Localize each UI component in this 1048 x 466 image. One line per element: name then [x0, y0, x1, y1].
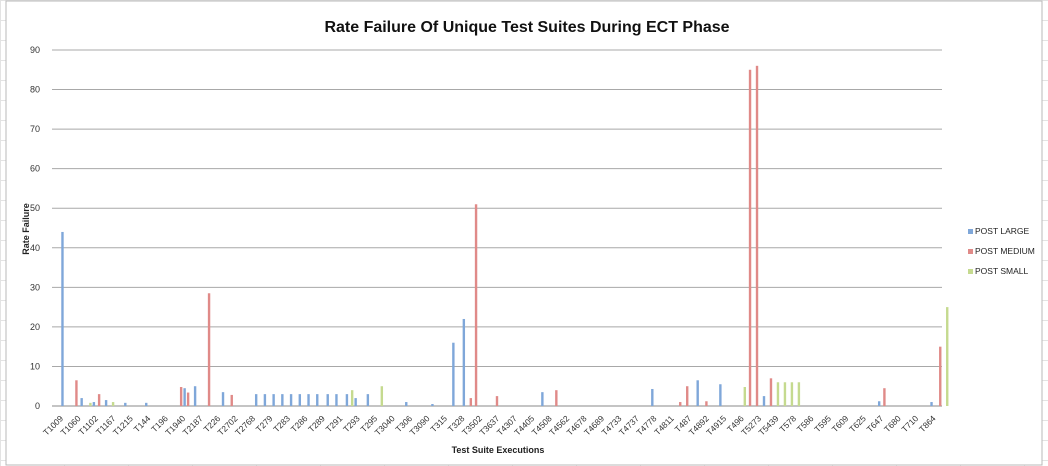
legend-swatch — [968, 249, 973, 254]
chart-title: Rate Failure Of Unique Test Suites Durin… — [324, 19, 729, 36]
bar — [92, 402, 96, 406]
bar — [696, 380, 699, 406]
bar — [183, 388, 186, 406]
bar — [748, 69, 752, 407]
bar — [221, 392, 225, 406]
bar — [946, 307, 949, 406]
bar — [776, 382, 780, 406]
bar — [230, 394, 233, 406]
y-tick-label: 70 — [30, 124, 40, 134]
bar — [354, 398, 357, 406]
bar — [495, 396, 499, 406]
bar — [281, 394, 284, 406]
bar — [877, 401, 881, 406]
bar — [405, 402, 408, 406]
bar — [769, 378, 773, 406]
bar — [555, 390, 558, 406]
bar — [326, 394, 329, 406]
y-axis-ticks: 0 10 20 30 40 50 60 70 80 90 — [30, 45, 40, 411]
x-axis-title: Test Suite Executions — [452, 445, 545, 455]
bar — [104, 400, 108, 406]
bar — [790, 382, 794, 406]
bar — [80, 398, 83, 406]
y-tick-label: 30 — [30, 282, 40, 292]
bar — [431, 404, 434, 406]
y-tick-label: 80 — [30, 85, 40, 95]
bar — [145, 402, 148, 406]
bar — [124, 402, 127, 406]
y-tick-label: 40 — [30, 243, 40, 253]
bar — [762, 396, 766, 406]
bar — [462, 318, 466, 406]
bar — [755, 65, 759, 407]
bar — [350, 390, 354, 406]
y-tick-label: 90 — [30, 45, 40, 55]
legend-swatch — [968, 229, 973, 234]
bar — [111, 402, 115, 406]
bar-series — [61, 65, 949, 407]
bar — [298, 394, 302, 406]
bar — [366, 394, 370, 406]
gridlines — [52, 49, 942, 407]
bar — [930, 402, 933, 406]
bar — [179, 387, 183, 406]
bar — [939, 346, 942, 406]
bar — [686, 386, 689, 406]
bar — [193, 386, 197, 406]
bar — [97, 394, 101, 406]
bar — [719, 384, 722, 406]
bar — [345, 394, 349, 406]
bar — [743, 387, 747, 406]
y-tick-label: 50 — [30, 203, 40, 213]
bar — [89, 402, 92, 406]
y-tick-label: 10 — [30, 361, 40, 371]
legend-swatch — [968, 269, 973, 274]
y-axis-title: Rate Failure — [21, 203, 31, 255]
bar — [705, 401, 708, 406]
bar — [679, 402, 682, 406]
bar — [186, 392, 190, 406]
bar — [75, 380, 78, 406]
bar — [452, 342, 455, 406]
bar — [316, 394, 319, 406]
bar — [61, 231, 64, 406]
y-tick-label: 60 — [30, 164, 40, 174]
bar — [289, 394, 293, 406]
bar — [272, 394, 275, 406]
bar — [254, 394, 258, 406]
legend-label: POST SMALL — [975, 266, 1028, 276]
bar — [883, 388, 886, 406]
legend-label: POST LARGE — [975, 226, 1029, 236]
y-tick-label: 0 — [35, 401, 40, 411]
bar — [474, 204, 478, 406]
bar — [307, 394, 310, 406]
bar — [380, 386, 384, 406]
bar — [541, 392, 544, 406]
bar — [651, 388, 654, 406]
bar — [263, 394, 267, 406]
chart-area — [5, 0, 1043, 466]
bar — [469, 398, 473, 406]
legend-label: POST MEDIUM — [975, 246, 1035, 256]
bar — [335, 394, 338, 406]
legend: POST LARGE POST MEDIUM POST SMALL — [968, 226, 1035, 276]
y-tick-label: 20 — [30, 322, 40, 332]
bar — [783, 382, 787, 406]
bar — [797, 382, 801, 406]
bar — [207, 293, 211, 406]
